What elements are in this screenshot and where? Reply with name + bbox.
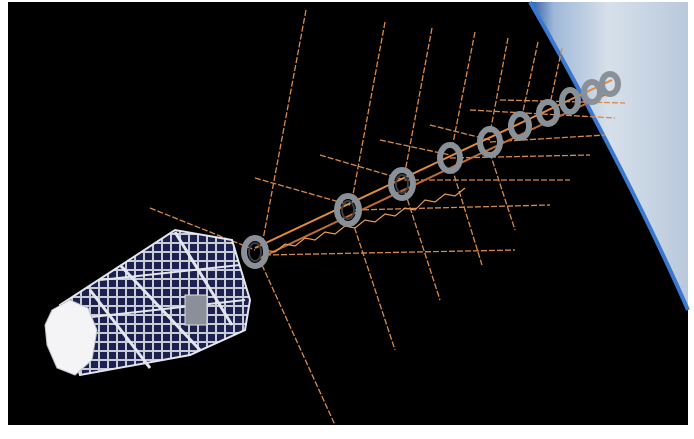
end-cap — [44, 299, 98, 376]
spacecraft-body — [44, 228, 252, 377]
earth-limb — [528, 1, 690, 311]
earth — [530, 2, 688, 310]
antenna-elements — [149, 9, 626, 426]
rings — [241, 71, 621, 269]
